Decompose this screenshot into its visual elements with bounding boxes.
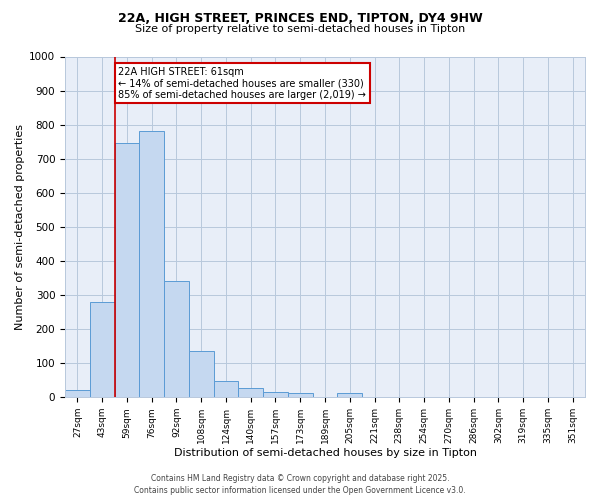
Bar — [139, 132, 164, 397]
Bar — [90, 302, 115, 397]
Bar — [288, 393, 313, 397]
Text: Size of property relative to semi-detached houses in Tipton: Size of property relative to semi-detach… — [135, 24, 465, 34]
Bar — [65, 390, 90, 397]
Y-axis label: Number of semi-detached properties: Number of semi-detached properties — [15, 124, 25, 330]
Bar — [263, 392, 288, 397]
Text: 22A HIGH STREET: 61sqm
← 14% of semi-detached houses are smaller (330)
85% of se: 22A HIGH STREET: 61sqm ← 14% of semi-det… — [118, 66, 366, 100]
Bar — [115, 144, 139, 397]
Bar — [214, 381, 238, 397]
Text: 22A, HIGH STREET, PRINCES END, TIPTON, DY4 9HW: 22A, HIGH STREET, PRINCES END, TIPTON, D… — [118, 12, 482, 26]
Bar — [189, 351, 214, 397]
Bar — [337, 393, 362, 397]
Bar — [238, 388, 263, 397]
Bar — [164, 282, 189, 397]
X-axis label: Distribution of semi-detached houses by size in Tipton: Distribution of semi-detached houses by … — [173, 448, 476, 458]
Text: Contains HM Land Registry data © Crown copyright and database right 2025.
Contai: Contains HM Land Registry data © Crown c… — [134, 474, 466, 495]
